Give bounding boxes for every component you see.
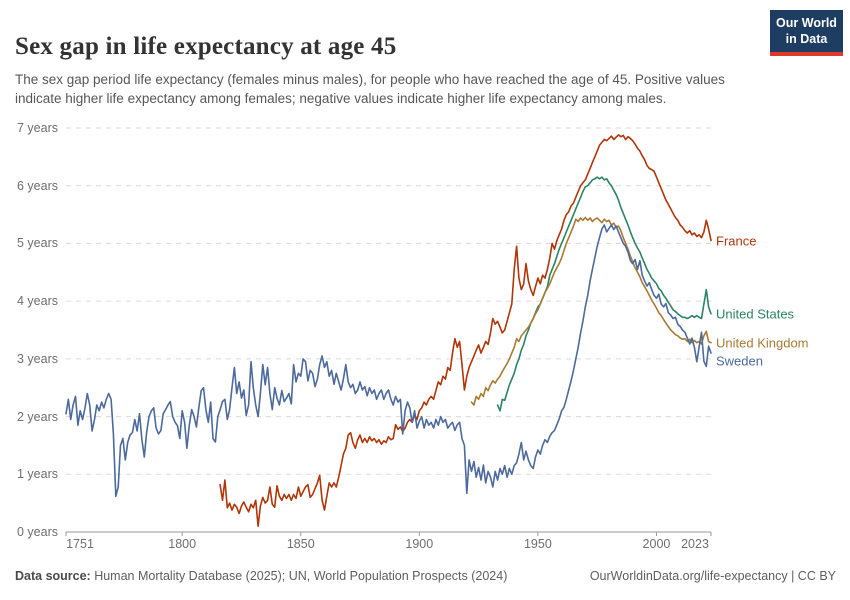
x-tick-label: 1900 <box>405 537 434 551</box>
data-source-label: Data source: <box>15 569 91 583</box>
y-tick-label: 1 years <box>17 467 58 482</box>
series-label-united-kingdom[interactable]: United Kingdom <box>716 335 809 351</box>
owid-logo-line1: Our World <box>776 16 837 30</box>
x-tick-label: 2000 <box>642 537 671 551</box>
y-tick-label: 0 years <box>17 525 58 539</box>
series-label-france[interactable]: France <box>716 233 757 249</box>
series-label-united-states[interactable]: United States <box>716 306 795 322</box>
x-tick-label: 2023 <box>681 537 709 551</box>
series-line-sweden[interactable] <box>65 224 712 498</box>
x-tick-label: 1950 <box>523 537 552 551</box>
owid-logo[interactable]: Our World in Data <box>770 10 843 57</box>
series-line-france[interactable] <box>219 134 712 528</box>
y-tick-label: 5 years <box>17 236 58 251</box>
owid-logo-line2: in Data <box>785 31 828 46</box>
x-tick-label: 1850 <box>286 537 315 551</box>
x-tick-label: 1751 <box>66 537 94 551</box>
page-title: Sex gap in life expectancy at age 45 <box>15 32 397 60</box>
y-tick-label: 6 years <box>17 178 58 193</box>
series-line-united-states[interactable] <box>496 176 712 412</box>
series-line-united-kingdom[interactable] <box>470 216 712 406</box>
y-tick-label: 7 years <box>17 121 58 135</box>
data-source-note: Data source: Human Mortality Database (2… <box>15 569 507 583</box>
y-tick-label: 2 years <box>17 409 58 424</box>
series-label-sweden[interactable]: Sweden <box>716 353 763 369</box>
y-tick-label: 3 years <box>17 351 58 366</box>
chart-subtitle: The sex gap period life expectancy (fema… <box>15 71 725 107</box>
data-source-text: Human Mortality Database (2025); UN, Wor… <box>90 569 508 583</box>
x-tick-label: 1800 <box>168 537 197 551</box>
footer-link[interactable]: OurWorldinData.org/life-expectancy | CC … <box>589 569 836 583</box>
y-tick-label: 4 years <box>17 294 58 309</box>
